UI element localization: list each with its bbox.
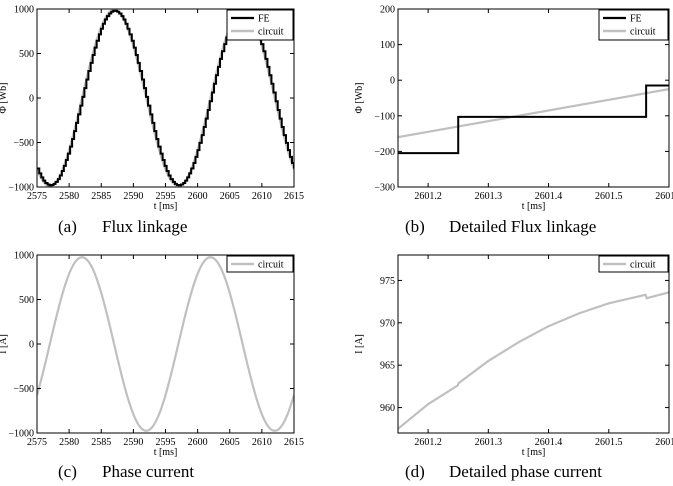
legend-label-circuit: circuit (258, 260, 284, 271)
legend-label-fe: FE (630, 14, 642, 25)
plot-frame (397, 8, 670, 188)
legend-label-circuit: circuit (630, 27, 656, 38)
legend: FE circuit (598, 9, 669, 41)
y-axis-label: Φ [Wb] (0, 83, 9, 114)
panel-c-chart: 2575 2580 2585 2590 2595 2600 2605 2610 2615 1000… (0, 251, 304, 459)
legend: FE circuit (226, 9, 294, 41)
y-tick-label: 500 (19, 295, 34, 306)
x-tick-label: 2601.5 (595, 437, 623, 448)
panel-a-caption: (a) Flux linkage (58, 217, 187, 237)
legend-label-circuit: circuit (630, 260, 656, 271)
x-tick-label: 2601.2 (414, 191, 442, 202)
x-tick-label: 2595 (156, 437, 176, 448)
panel-d-caption-label: (d) (405, 462, 425, 481)
x-tick-label: 2610 (252, 191, 272, 202)
y-axis-label: I [A] (0, 334, 9, 354)
series-line-circuit (398, 291, 669, 430)
x-tick-label: 2615 (284, 191, 304, 202)
panel-b-chart: 2601.2 2601.3 2601.4 2601.5 2601.6 200 100 0 −10… (354, 5, 673, 213)
x-axis-label: t [ms] (154, 201, 178, 212)
panel-d-caption: (d) Detailed phase current (405, 462, 602, 482)
legend-box (226, 255, 294, 273)
y-tick-label: −500 (13, 138, 34, 149)
x-tick-label: 2575 (27, 191, 47, 202)
legend-label-fe: FE (258, 14, 270, 25)
y-tick-label: −500 (13, 384, 34, 395)
y-axis-label: Φ [Wb] (354, 83, 365, 114)
panel-b-caption: (b) Detailed Flux linkage (405, 217, 596, 237)
y-axis-label: I [A] (354, 334, 365, 354)
y-tick-label: 1000 (14, 5, 34, 16)
y-tick-label: 960 (380, 403, 395, 414)
x-tick-label: 2585 (91, 191, 111, 202)
y-tick-label: 0 (390, 76, 395, 87)
panel-a-caption-text: Flux linkage (102, 217, 188, 236)
y-tick-label: 1000 (14, 251, 34, 262)
y-tick-label: 0 (29, 340, 34, 351)
legend: circuit (226, 255, 294, 273)
y-tick-label: 965 (380, 361, 395, 372)
x-tick-label: 2590 (123, 191, 143, 202)
x-axis-label: t [ms] (522, 201, 546, 212)
legend: circuit (598, 255, 669, 273)
x-tick-label: 2590 (123, 437, 143, 448)
plot-frame (36, 254, 295, 434)
x-tick-label: 2575 (27, 437, 47, 448)
x-tick-label: 2601.4 (535, 437, 563, 448)
panel-a-caption-label: (a) (58, 217, 77, 236)
x-axis-label: t [ms] (522, 447, 546, 458)
x-tick-label: 2601.6 (655, 191, 673, 202)
legend-box (598, 9, 669, 41)
x-tick-label: 2605 (220, 437, 240, 448)
x-tick-label: 2580 (59, 437, 79, 448)
x-tick-label: 2601.2 (414, 437, 442, 448)
y-tick-label: −1000 (8, 183, 34, 194)
x-tick-label: 2601.3 (475, 437, 503, 448)
y-tick-label: 100 (380, 40, 395, 51)
y-tick-label: −200 (374, 147, 395, 158)
panel-b-caption-label: (b) (405, 217, 425, 236)
series-line-circuit (398, 88, 669, 139)
panel-b-caption-text: Detailed Flux linkage (449, 217, 597, 236)
x-tick-label: 2595 (156, 191, 176, 202)
legend-box (598, 255, 669, 273)
series-line-circuit (37, 256, 294, 432)
x-tick-label: 2615 (284, 437, 304, 448)
x-tick-label: 2605 (220, 191, 240, 202)
x-tick-label: 2600 (188, 437, 208, 448)
x-tick-label: 2600 (188, 191, 208, 202)
panel-c-caption-label: (c) (58, 462, 77, 481)
panel-c-caption: (c) Phase current (58, 462, 194, 482)
x-tick-label: 2601.5 (595, 191, 623, 202)
y-tick-label: −100 (374, 111, 395, 122)
x-axis-label: t [ms] (154, 447, 178, 458)
y-tick-label: 970 (380, 318, 395, 329)
x-tick-label: 2601.6 (655, 437, 673, 448)
y-tick-label: 200 (380, 5, 395, 16)
y-tick-label: −300 (374, 183, 395, 194)
panel-a-chart: 2575 2580 2585 2590 2595 2600 2605 2610 2615 1000… (0, 5, 304, 213)
plot-frame (397, 254, 670, 434)
y-tick-label: 500 (19, 49, 34, 60)
panel-c-caption-text: Phase current (102, 462, 195, 481)
x-tick-label: 2585 (91, 437, 111, 448)
y-tick-label: 975 (380, 276, 395, 287)
series-line-fe (398, 84, 669, 155)
y-tick-label: 0 (29, 94, 34, 105)
x-tick-label: 2601.4 (535, 191, 563, 202)
legend-label-circuit: circuit (258, 27, 284, 38)
x-tick-label: 2610 (252, 437, 272, 448)
panel-d-caption-text: Detailed phase current (449, 462, 602, 481)
legend-box (226, 9, 294, 41)
panel-d-chart: 2601.2 2601.3 2601.4 2601.5 2601.6 975 970 965 9… (354, 254, 673, 458)
x-tick-label: 2601.3 (475, 191, 503, 202)
y-tick-label: −1000 (8, 429, 34, 440)
x-tick-label: 2580 (59, 191, 79, 202)
